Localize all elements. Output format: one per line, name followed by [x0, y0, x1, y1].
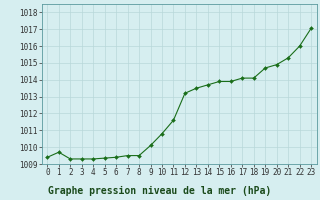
- Text: Graphe pression niveau de la mer (hPa): Graphe pression niveau de la mer (hPa): [48, 186, 272, 196]
